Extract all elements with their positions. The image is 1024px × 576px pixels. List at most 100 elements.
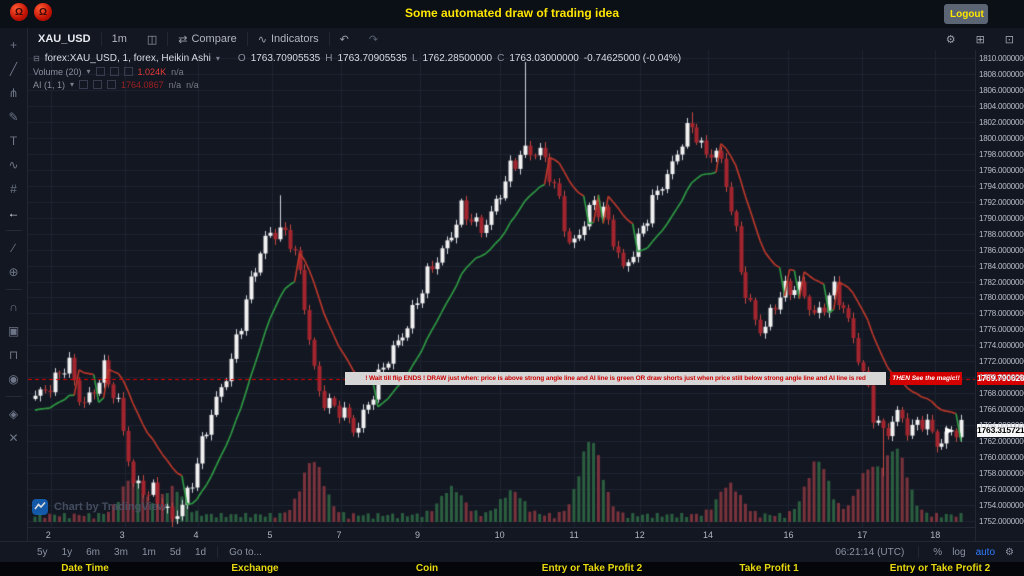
brush-icon[interactable]: ✎ (4, 108, 24, 126)
price-tick: 1784.00000000 (979, 261, 1024, 271)
percent-scale-button[interactable]: % (933, 546, 943, 558)
time-axis[interactable]: 2 3 4 5 7 9 10 11 12 14 16 17 18 (28, 527, 975, 541)
magnet-icon[interactable]: ∩ (4, 298, 24, 316)
indicator-close-button[interactable] (107, 80, 117, 89)
compare-label: Compare (191, 33, 237, 45)
pitchfork-icon[interactable]: ⋔ (4, 84, 24, 102)
chevron-down-icon[interactable]: ▾ (70, 80, 75, 89)
range-6m-button[interactable]: 6m (79, 547, 107, 558)
volume-indicator-label[interactable]: Volume (20) (33, 66, 82, 77)
chart-toolbar: XAU_USD 1m ◫ ⇄ Compare ∿ Indicators ↶ ↷ … (28, 28, 1024, 51)
red-app-icon: Ω (10, 3, 28, 21)
chevron-down-icon[interactable]: ▾ (86, 67, 91, 76)
indicator-settings-button[interactable] (93, 80, 103, 89)
red-app-icon: Ω (34, 3, 52, 21)
chevron-down-icon[interactable]: ▾ (215, 54, 220, 63)
time-tick: 17 (857, 530, 868, 540)
settings-button[interactable]: ⚙ (936, 33, 966, 46)
price-tick: 1806.00000000 (979, 85, 1024, 95)
time-tick: 16 (783, 530, 794, 540)
series-title[interactable]: forex:XAU_USD, 1, forex, Heikin Ashi (44, 53, 211, 64)
footer-label-exchange: Exchange (231, 563, 279, 574)
annotation-badge[interactable]: THEN See the magic!! (890, 372, 962, 385)
fullscreen-icon: ⊞ (975, 33, 985, 46)
logout-button[interactable]: Logout (944, 4, 988, 24)
price-tick: 1772.00000000 (979, 357, 1024, 367)
indicators-icon: ∿ (257, 33, 267, 46)
price-tick: 1758.00000000 (979, 469, 1024, 479)
indicators-label: Indicators (270, 33, 319, 45)
price-tick: 1802.00000000 (979, 117, 1024, 127)
divider (100, 32, 102, 46)
price-tick: 1770.00000000 (979, 373, 1024, 383)
close-label: C (497, 53, 505, 64)
ai-indicator-label[interactable]: AI (1, 1) (33, 79, 66, 90)
indicator-eye-button[interactable] (95, 67, 105, 76)
drawing-mode-icon[interactable]: ▣ (4, 322, 24, 340)
undo-icon: ↶ (339, 33, 349, 46)
indicator-eye-button[interactable] (79, 80, 89, 89)
time-tick: 18 (930, 530, 941, 540)
goto-button[interactable]: Go to... (222, 547, 269, 558)
redo-button[interactable]: ↷ (359, 28, 388, 50)
price-tick: 1762.00000000 (979, 437, 1024, 447)
axis-settings-button[interactable]: ⚙ (1005, 546, 1014, 558)
divider (246, 32, 248, 46)
tradingview-watermark: Chart by TradingView (32, 499, 166, 515)
measure-icon[interactable]: ∕ (4, 239, 24, 257)
price-axis[interactable]: 1769.79062812 1763.31572175 1810.0000000… (975, 50, 1024, 541)
auto-scale-button[interactable]: auto (975, 546, 996, 558)
price-tick: 1796.00000000 (979, 165, 1024, 175)
footer-label-datetime: Date Time (61, 563, 109, 574)
price-tick: 1790.00000000 (979, 213, 1024, 223)
log-scale-button[interactable]: log (952, 546, 966, 558)
pattern-icon[interactable]: ∿ (4, 156, 24, 174)
price-chart-canvas[interactable] (28, 50, 975, 527)
time-tick: 11 (569, 530, 579, 540)
candlestick-icon: ◫ (146, 33, 158, 46)
back-arrow-icon[interactable]: ← (4, 204, 24, 222)
undo-button[interactable]: ↶ (330, 28, 359, 50)
price-tick: 1778.00000000 (979, 309, 1024, 319)
range-1y-button[interactable]: 1y (55, 547, 80, 558)
remove-drawings-icon[interactable]: ✕ (4, 429, 24, 447)
lock-icon[interactable]: ⊓ (4, 346, 24, 364)
chart-style-button[interactable]: ◫ (137, 28, 167, 50)
range-3m-button[interactable]: 3m (107, 547, 135, 558)
fullscreen-button[interactable]: ⊞ (966, 33, 995, 46)
footer-label-entry-tp2-a: Entry or Take Profit 2 (541, 563, 643, 574)
price-tick: 1788.00000000 (979, 229, 1024, 239)
divider (328, 32, 330, 46)
range-5d-button[interactable]: 5d (163, 547, 188, 558)
zoom-in-icon[interactable]: ⊕ (4, 263, 24, 281)
range-5y-button[interactable]: 5y (30, 547, 55, 558)
source-icon: ⊟ (33, 54, 40, 63)
time-tick: 9 (415, 530, 421, 540)
indicator-settings-button[interactable] (109, 67, 119, 76)
annotation-text-strip[interactable]: ! Wait till flip ENDS ! DRAW just when: … (345, 372, 886, 385)
footer-label-entry-tp2-b: Entry or Take Profit 2 (889, 563, 991, 574)
high-label: H (325, 53, 333, 64)
symbol-button[interactable]: XAU_USD (28, 28, 101, 50)
forecast-icon[interactable]: # (4, 180, 24, 198)
trend-line-icon[interactable]: ╱ (4, 60, 24, 78)
footer-label-bar: Date Time Exchange Coin Entry or Take Pr… (0, 562, 1024, 576)
indicator-close-button[interactable] (123, 67, 133, 76)
crosshair-icon[interactable]: + (4, 36, 24, 54)
snapshot-button[interactable]: ⊡ (995, 33, 1024, 46)
divider (918, 546, 920, 558)
chart-legend: ⊟ forex:XAU_USD, 1, forex, Heikin Ashi ▾… (33, 52, 681, 91)
indicators-button[interactable]: ∿ Indicators (248, 28, 329, 50)
bottom-toolbar: 5y 1y 6m 3m 1m 5d 1d Go to... 06:21:14 (… (0, 541, 1024, 562)
price-tick: 1798.00000000 (979, 149, 1024, 159)
ai-na: n/a (168, 79, 182, 90)
compare-button[interactable]: ⇄ Compare (168, 28, 246, 50)
divider (167, 32, 169, 46)
hide-drawings-icon[interactable]: ◉ (4, 370, 24, 388)
text-icon[interactable]: T (4, 132, 24, 150)
object-tree-icon[interactable]: ◈ (4, 405, 24, 423)
range-1d-button[interactable]: 1d (188, 547, 213, 558)
tradingview-logo-icon (32, 499, 48, 515)
range-1m-button[interactable]: 1m (135, 547, 163, 558)
interval-button[interactable]: 1m (102, 28, 137, 50)
